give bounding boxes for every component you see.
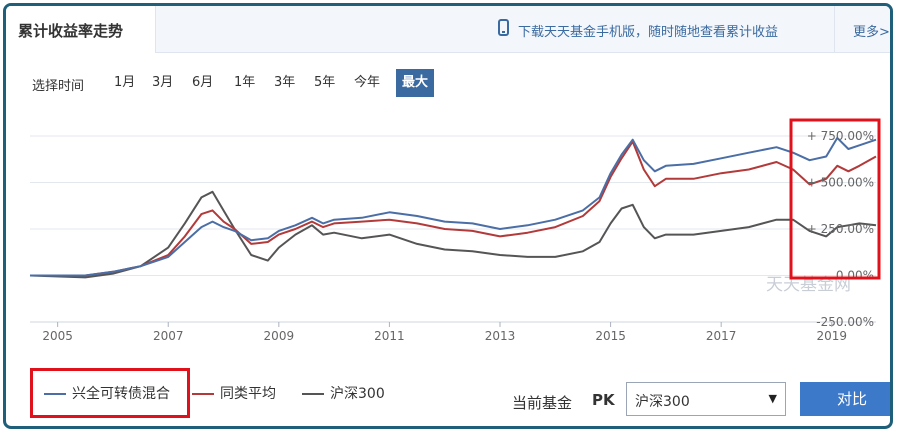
range-max[interactable]: 最大 xyxy=(396,69,435,97)
range-3y[interactable]: 3年 xyxy=(274,75,296,90)
compare-button[interactable]: 对比 xyxy=(800,382,890,416)
range-1m[interactable]: 1月 xyxy=(114,75,136,90)
panel-header: 累计收益率走势 下载天天基金手机版，随时随地查看累计收益 更多> xyxy=(6,6,890,53)
y-tick-label-1: + 500.00% xyxy=(807,176,874,190)
chart-series xyxy=(29,136,877,279)
chart-legend-bar: 兴全可转债混合 同类平均 沪深300 当前基金 PK 沪深300 ▼ 对比 xyxy=(26,368,890,418)
legend-item-category-average[interactable]: 同类平均 xyxy=(192,383,276,403)
cumulative-return-chart: + 750.00%+ 500.00%+ 250.00%0.00%-250.00%… xyxy=(29,118,881,343)
range-ytd[interactable]: 今年 xyxy=(354,75,381,90)
range-6m[interactable]: 6月 xyxy=(192,75,214,90)
x-axis-ticks: 2005 2007 2009 2011 2013 2015 2017 2019 xyxy=(42,322,847,343)
compare-fund-selected: 沪深300 xyxy=(635,394,690,410)
time-range-label: 选择时间 xyxy=(32,79,85,94)
fund-legend-highlight-box xyxy=(30,368,190,418)
y-tick-label-2: + 250.00% xyxy=(807,222,874,236)
x-tick-label-7: 2019 xyxy=(816,329,847,343)
app-download-text: 下载天天基金手机版，随时随地查看累计收益 xyxy=(518,25,779,40)
legend-swatch-hs300 xyxy=(302,393,324,395)
legend-item-fund[interactable]: 兴全可转债混合 xyxy=(44,383,170,403)
pk-label: PK xyxy=(592,391,615,409)
x-tick-label-5: 2015 xyxy=(595,329,626,343)
current-fund-label: 当前基金 xyxy=(512,394,573,412)
x-tick-label-1: 2007 xyxy=(153,329,184,343)
range-1y[interactable]: 1年 xyxy=(234,75,256,90)
y-tick-label-0: + 750.00% xyxy=(807,129,874,143)
series-line-0 xyxy=(30,136,877,277)
legend-item-hs300[interactable]: 沪深300 xyxy=(302,383,385,403)
x-tick-label-0: 2005 xyxy=(42,329,73,343)
range-3m[interactable]: 3月 xyxy=(152,75,174,90)
watermark: 天天基金网 xyxy=(766,275,851,295)
compare-fund-select[interactable]: 沪深300 ▼ xyxy=(626,382,786,416)
x-tick-label-4: 2013 xyxy=(485,329,516,343)
fund-return-panel: 累计收益率走势 下载天天基金手机版，随时随地查看累计收益 更多> 选择时间 1月… xyxy=(3,3,893,429)
legend-label-category-average: 同类平均 xyxy=(220,386,276,402)
dropdown-arrow-icon: ▼ xyxy=(768,392,777,405)
more-link[interactable]: 更多> xyxy=(834,6,890,52)
range-5y[interactable]: 5年 xyxy=(314,75,336,90)
legend-swatch-category-average xyxy=(192,393,214,395)
mobile-phone-icon xyxy=(498,19,509,36)
x-tick-label-2: 2009 xyxy=(264,329,295,343)
legend-label-hs300: 沪深300 xyxy=(330,386,385,402)
app-download-link[interactable]: 下载天天基金手机版，随时随地查看累计收益 xyxy=(498,19,779,40)
legend-swatch-fund xyxy=(44,393,66,395)
legend-label-fund: 兴全可转债混合 xyxy=(72,386,170,402)
y-tick-label-4: -250.00% xyxy=(816,315,874,329)
series-line-1 xyxy=(30,140,877,277)
series-line-2 xyxy=(29,190,877,279)
y-axis-highlight-box xyxy=(789,118,881,280)
x-tick-label-6: 2017 xyxy=(706,329,737,343)
panel-title-tab[interactable]: 累计收益率走势 xyxy=(6,6,156,53)
x-tick-label-3: 2011 xyxy=(374,329,405,343)
